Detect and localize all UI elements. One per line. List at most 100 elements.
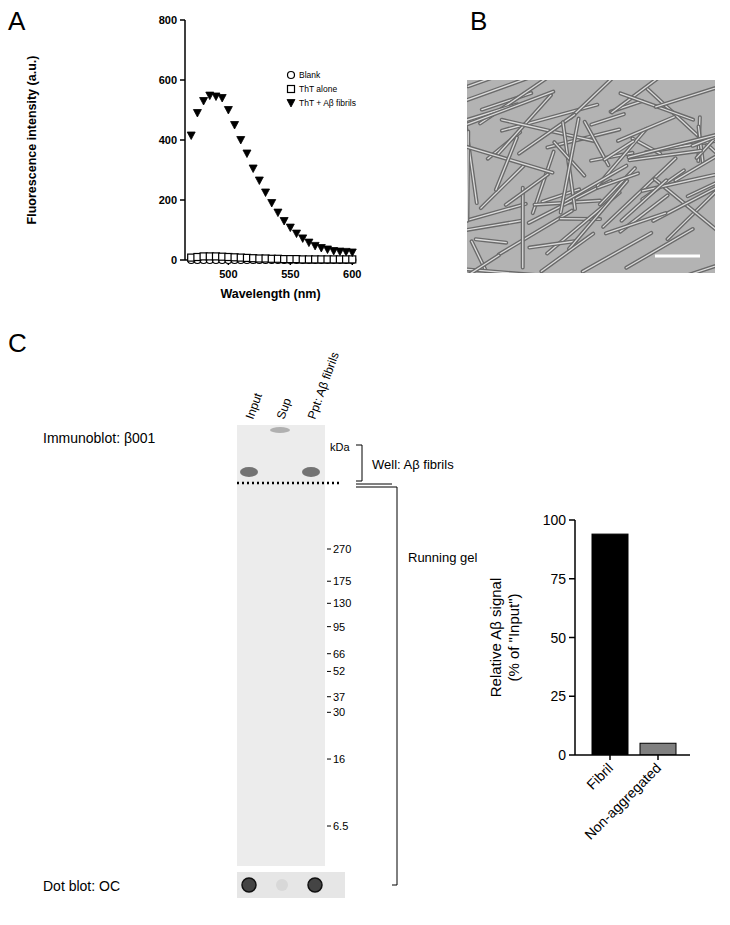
marker-tick bbox=[327, 671, 331, 672]
fibril-edge bbox=[476, 239, 507, 242]
fibril-edge bbox=[583, 233, 652, 272]
fibril bbox=[467, 204, 526, 226]
fibril bbox=[591, 114, 624, 125]
fibril bbox=[565, 166, 627, 202]
marker-tick bbox=[327, 581, 331, 582]
fibril-edge bbox=[621, 180, 666, 220]
plot-area bbox=[187, 92, 356, 263]
fibril bbox=[468, 80, 498, 86]
legend-label: ThT + Aβ fibrils bbox=[299, 98, 356, 108]
fibril-edge bbox=[468, 92, 554, 125]
micrograph-ground bbox=[467, 80, 715, 273]
fibril-edge bbox=[591, 114, 624, 125]
y-tick-label: 400 bbox=[159, 134, 177, 146]
blot-membrane bbox=[237, 425, 325, 866]
fibril bbox=[467, 132, 469, 221]
data-point bbox=[262, 189, 270, 197]
data-point bbox=[218, 95, 226, 103]
fibril bbox=[583, 233, 652, 272]
x-tick bbox=[657, 755, 659, 760]
x-tick-label: Fibril bbox=[583, 760, 616, 793]
data-point bbox=[249, 165, 257, 173]
marker-tick bbox=[327, 603, 331, 604]
fibril bbox=[522, 188, 523, 268]
fibril-edge bbox=[467, 80, 535, 104]
lane-label: Sup bbox=[274, 396, 295, 421]
data-point bbox=[299, 235, 307, 243]
marker-tick bbox=[327, 549, 331, 550]
fibril bbox=[476, 239, 507, 242]
scale-bar bbox=[655, 255, 700, 258]
bracket-join bbox=[356, 484, 392, 485]
gel-label: Running gel bbox=[408, 550, 477, 565]
y-tick-label: 0 bbox=[558, 747, 566, 763]
well-band bbox=[240, 467, 258, 477]
fibril-edge bbox=[521, 188, 525, 268]
fibril-edge bbox=[541, 234, 593, 272]
fibril-edge bbox=[467, 132, 470, 221]
y-tick bbox=[180, 259, 185, 261]
data-point bbox=[274, 209, 282, 217]
bar bbox=[592, 534, 628, 755]
fibril bbox=[618, 117, 674, 141]
fibril bbox=[656, 81, 715, 107]
y-tick-label: 600 bbox=[159, 74, 177, 86]
fibril bbox=[467, 255, 499, 273]
fibril-edge bbox=[467, 255, 499, 273]
marker-label: 270 bbox=[333, 543, 351, 555]
x-tick-label: 500 bbox=[219, 268, 237, 280]
data-point bbox=[268, 200, 276, 208]
y-tick-label: 100 bbox=[543, 512, 567, 528]
fibril-edge bbox=[561, 119, 579, 213]
fibril bbox=[606, 213, 666, 233]
x-tick-label: Non-aggregated bbox=[581, 760, 664, 843]
y-tick-label: 75 bbox=[550, 571, 566, 587]
y-tick-label: 200 bbox=[159, 194, 177, 206]
legend-label: Blank bbox=[299, 70, 321, 80]
data-point bbox=[349, 257, 356, 264]
y-axis-title: Fluorescence intensity (a.u.) bbox=[25, 56, 39, 225]
fibril-edge bbox=[571, 80, 627, 117]
legend-marker bbox=[288, 72, 295, 79]
y-tick bbox=[569, 637, 575, 639]
figure: ABC0200400600800500550600Wavelength (nm)… bbox=[0, 0, 730, 925]
fibril bbox=[541, 234, 593, 272]
fibril-edge bbox=[467, 221, 522, 235]
dot-blot-title: Dot blot: OC bbox=[43, 878, 120, 894]
fibril bbox=[660, 259, 715, 273]
panel-letter: B bbox=[470, 6, 487, 36]
marker-label: 66 bbox=[333, 648, 345, 660]
plot-area bbox=[592, 534, 676, 755]
y-axis-title-line: (% of "Input") bbox=[505, 593, 522, 681]
marker-tick bbox=[327, 759, 331, 760]
marker-label: 52 bbox=[333, 665, 345, 677]
marker-label: 130 bbox=[333, 597, 351, 609]
y-tick bbox=[180, 199, 185, 201]
fibril bbox=[626, 229, 692, 268]
fibril bbox=[467, 80, 535, 104]
lane-label: Input bbox=[243, 391, 266, 421]
y-tick-label: 800 bbox=[159, 14, 177, 26]
fibril-edge bbox=[660, 259, 715, 273]
data-point bbox=[224, 107, 232, 115]
y-tick-label: 50 bbox=[550, 630, 566, 646]
panel-letter: A bbox=[8, 6, 26, 36]
fibril-edge bbox=[467, 204, 526, 226]
y-tick bbox=[569, 519, 575, 521]
lane-label: Ppt: Aβ fibrils bbox=[305, 350, 342, 421]
fibril-edge bbox=[626, 229, 692, 268]
y-tick bbox=[569, 754, 575, 756]
dot bbox=[308, 878, 322, 892]
fibril-edge bbox=[656, 81, 715, 107]
dot-faint bbox=[276, 879, 288, 891]
x-tick-label: 550 bbox=[281, 268, 299, 280]
marker-label: 95 bbox=[333, 621, 345, 633]
y-tick-label: 0 bbox=[171, 254, 177, 266]
bracket-join bbox=[356, 487, 392, 488]
well-smudge bbox=[270, 427, 290, 433]
gel-bracket bbox=[392, 487, 397, 885]
fibril bbox=[688, 182, 715, 196]
panel-letter: C bbox=[8, 328, 27, 358]
fibril bbox=[467, 221, 522, 235]
well-band bbox=[302, 467, 320, 477]
